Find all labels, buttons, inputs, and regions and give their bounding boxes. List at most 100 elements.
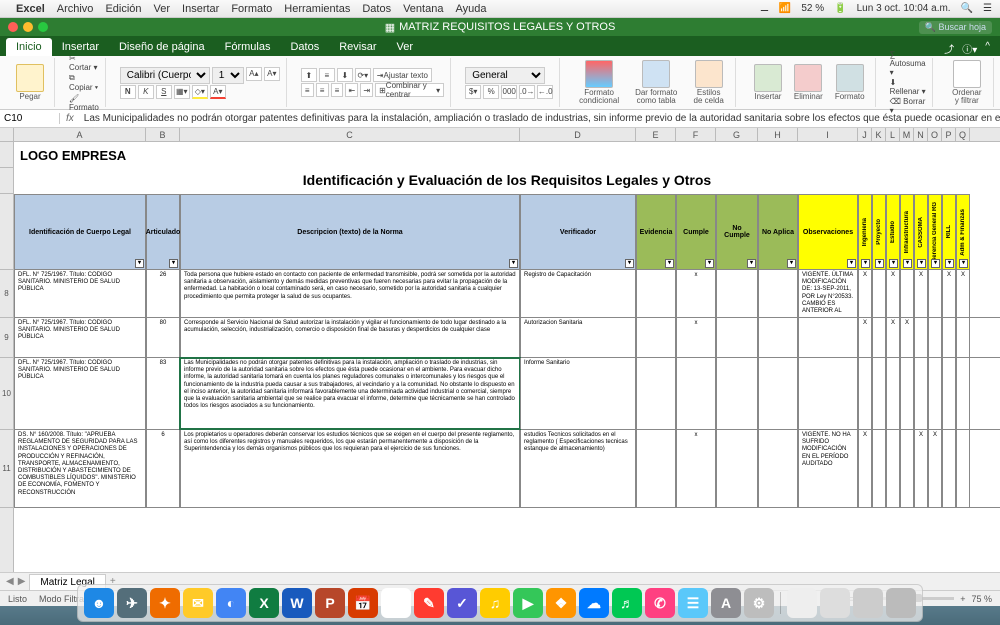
dock-app[interactable] xyxy=(886,588,916,618)
hdr-v5[interactable]: Gerencia General RG▾ xyxy=(928,194,942,270)
cell[interactable] xyxy=(956,358,970,429)
filter-icon[interactable]: ▾ xyxy=(665,259,674,268)
cell[interactable]: Toda persona que hubiere estado en conta… xyxy=(180,270,520,317)
cell[interactable] xyxy=(942,358,956,429)
menu-ayuda[interactable]: Ayuda xyxy=(455,3,486,15)
row-header[interactable]: 11 xyxy=(0,430,13,508)
spotlight-icon[interactable]: 🔍 xyxy=(961,3,973,14)
cell[interactable] xyxy=(798,358,858,429)
menu-herramientas[interactable]: Herramientas xyxy=(284,3,350,15)
cell[interactable]: X xyxy=(928,430,942,507)
cell[interactable] xyxy=(716,318,758,357)
filter-icon[interactable]: ▾ xyxy=(509,259,518,268)
cell[interactable] xyxy=(900,358,914,429)
cell[interactable]: VIGENTE. NO HA SUFRIDO MODIFICACIÓN EN E… xyxy=(798,430,858,507)
filter-icon[interactable]: ▾ xyxy=(959,259,968,268)
cell[interactable] xyxy=(872,318,886,357)
cell[interactable] xyxy=(758,358,798,429)
app-menu[interactable]: Excel xyxy=(16,3,45,15)
dock-app[interactable] xyxy=(853,588,883,618)
dock-app[interactable]: X xyxy=(249,588,279,618)
font-size-select[interactable]: 12 xyxy=(212,67,244,84)
orientation-button[interactable]: ⟳▾ xyxy=(355,68,371,82)
increase-font-button[interactable]: A▴ xyxy=(246,67,262,81)
dock-app[interactable]: ✦ xyxy=(150,588,180,618)
col-k[interactable]: K xyxy=(872,128,886,141)
wifi-icon[interactable]: ⚊ xyxy=(760,3,769,14)
dock-app[interactable]: ☰ xyxy=(678,588,708,618)
cell[interactable]: DFL. N° 725/1967. Título: CODIGO SANITAR… xyxy=(14,270,146,317)
tab-datos[interactable]: Datos xyxy=(280,38,329,56)
cell[interactable] xyxy=(716,430,758,507)
notifications-icon[interactable]: ☰ xyxy=(983,3,992,14)
cell[interactable]: x xyxy=(676,430,716,507)
cell[interactable]: VIGENTE. ÚLTIMA MODIFICACIÓN DE: 13-SEP-… xyxy=(798,270,858,317)
font-color-button[interactable]: A▾ xyxy=(210,85,226,99)
border-button[interactable]: ▦▾ xyxy=(174,85,190,99)
tab-ver[interactable]: Ver xyxy=(387,38,424,56)
align-left-button[interactable]: ≡ xyxy=(301,83,314,97)
align-top-button[interactable]: ⬆ xyxy=(301,68,317,82)
cell[interactable]: DS. N° 160/2008. Título: "APRUEBA REGLAM… xyxy=(14,430,146,507)
fx-icon[interactable]: fx xyxy=(60,113,80,124)
cell[interactable] xyxy=(872,270,886,317)
dock-app[interactable]: P xyxy=(315,588,345,618)
hdr-nocumple[interactable]: No Cumple▾ xyxy=(716,194,758,270)
cell[interactable] xyxy=(956,318,970,357)
filter-icon[interactable]: ▾ xyxy=(169,259,178,268)
cell[interactable]: Corresponde al Servicio Nacional de Salu… xyxy=(180,318,520,357)
filter-icon[interactable]: ▾ xyxy=(705,259,714,268)
col-h[interactable]: H xyxy=(758,128,798,141)
cond-format-button[interactable]: Formato condicional xyxy=(574,58,624,107)
tab-inicio[interactable]: Inicio xyxy=(6,38,52,56)
cell[interactable] xyxy=(928,358,942,429)
hdr-obs[interactable]: Observaciones▾ xyxy=(798,194,858,270)
hdr-verif[interactable]: Verificador▾ xyxy=(520,194,636,270)
col-l[interactable]: L xyxy=(886,128,900,141)
menu-formato[interactable]: Formato xyxy=(231,3,272,15)
cell[interactable]: X xyxy=(900,318,914,357)
italic-button[interactable]: K xyxy=(138,85,154,99)
cell[interactable]: estudios Tecnicos solicitados en el regl… xyxy=(520,430,636,507)
row-header[interactable] xyxy=(0,168,13,194)
align-right-button[interactable]: ≡ xyxy=(331,83,344,97)
cell[interactable]: X xyxy=(858,270,872,317)
cell[interactable] xyxy=(872,430,886,507)
cell[interactable] xyxy=(942,430,956,507)
cell[interactable]: Los propietarios u operadores deberán co… xyxy=(180,430,520,507)
format-painter-button[interactable]: 🖌 Formato xyxy=(69,94,99,112)
hdr-desc[interactable]: Descripcion (texto) de la Norma▾ xyxy=(180,194,520,270)
cell[interactable]: Informe Sanitario xyxy=(520,358,636,429)
dock-app[interactable]: ✆ xyxy=(645,588,675,618)
cell[interactable] xyxy=(636,358,676,429)
cell[interactable] xyxy=(858,358,872,429)
paste-button[interactable]: Pegar xyxy=(12,62,48,103)
menu-archivo[interactable]: Archivo xyxy=(57,3,94,15)
dock-app[interactable]: ⚙ xyxy=(744,588,774,618)
cell[interactable]: 80 xyxy=(146,318,180,357)
dock-app[interactable]: ✓ xyxy=(447,588,477,618)
cell[interactable] xyxy=(716,270,758,317)
filter-icon[interactable]: ▾ xyxy=(889,259,898,268)
cell[interactable] xyxy=(872,358,886,429)
align-bottom-button[interactable]: ⬇ xyxy=(337,68,353,82)
cell[interactable]: X xyxy=(886,270,900,317)
cell[interactable] xyxy=(758,270,798,317)
cell[interactable] xyxy=(942,318,956,357)
filter-icon[interactable]: ▾ xyxy=(135,259,144,268)
inc-decimal-button[interactable]: .0→ xyxy=(519,85,535,99)
hdr-v6[interactable]: RILL▾ xyxy=(942,194,956,270)
col-q[interactable]: Q xyxy=(956,128,970,141)
filter-icon[interactable]: ▾ xyxy=(847,259,856,268)
cell[interactable] xyxy=(914,318,928,357)
cell[interactable] xyxy=(900,430,914,507)
col-j[interactable]: J xyxy=(858,128,872,141)
wrap-text-button[interactable]: ⇥ Ajustar texto xyxy=(373,68,432,82)
cell[interactable]: Autorizacion Sanitaria xyxy=(520,318,636,357)
autosum-button[interactable]: ∑ Autosuma ▾ xyxy=(890,50,926,77)
decrease-font-button[interactable]: A▾ xyxy=(264,67,280,81)
align-center-button[interactable]: ≡ xyxy=(316,83,329,97)
cell[interactable] xyxy=(758,318,798,357)
dock-app[interactable]: A xyxy=(711,588,741,618)
dock-app[interactable]: ☁ xyxy=(381,588,411,618)
